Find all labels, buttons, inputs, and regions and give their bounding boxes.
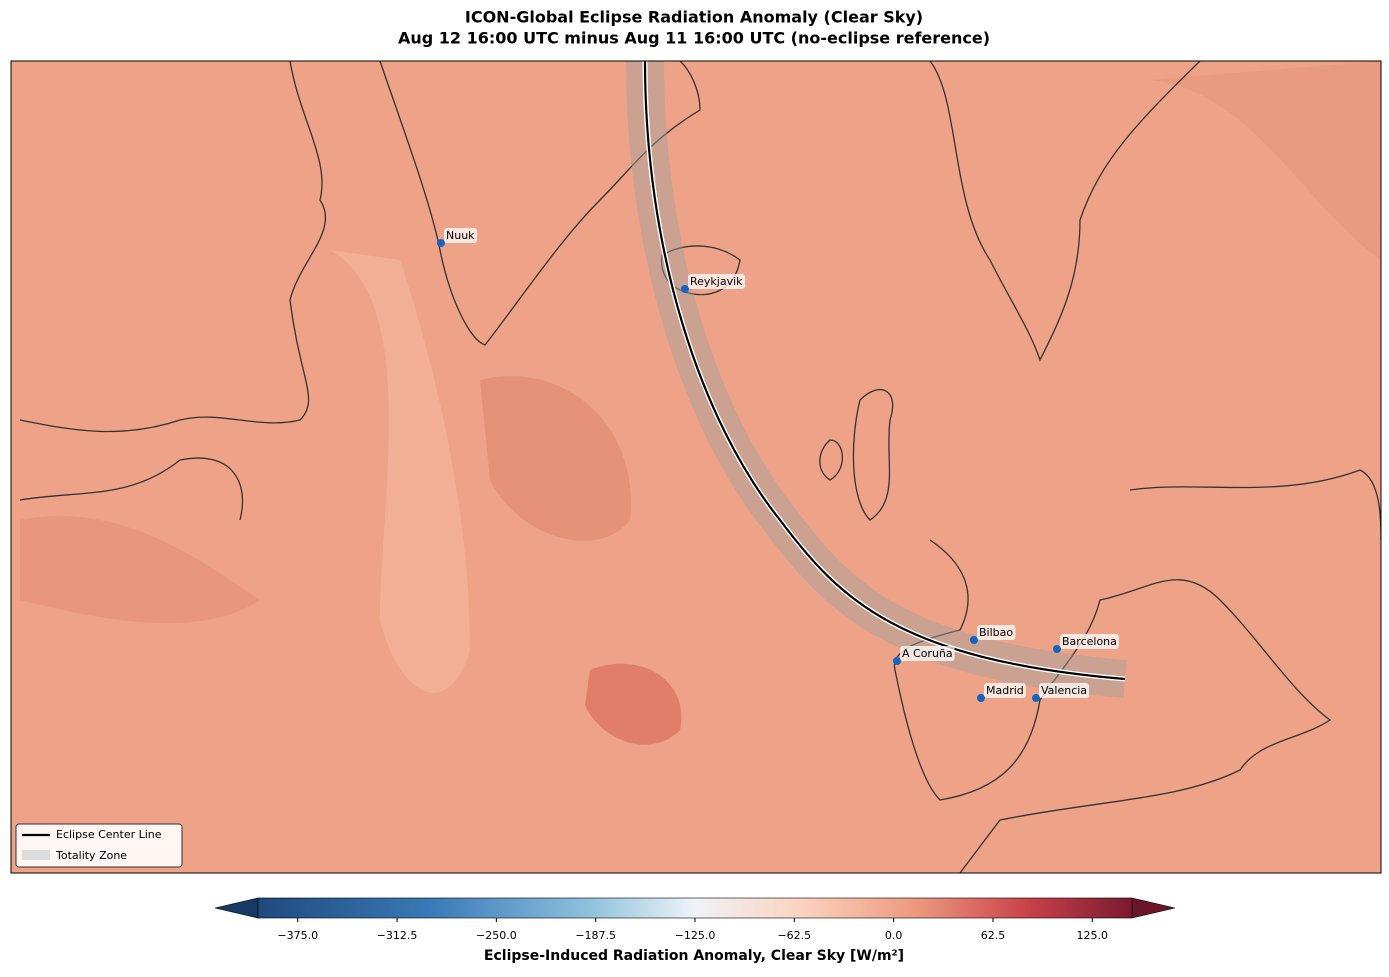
colorbar-label: Eclipse-Induced Radiation Anomaly, Clear… xyxy=(484,948,904,964)
colorbar-tick-label: −187.5 xyxy=(575,929,616,942)
city-label-box xyxy=(977,625,1016,640)
colorbar-tick-label: −375.0 xyxy=(277,929,318,942)
legend-patch xyxy=(22,850,50,860)
city-marker xyxy=(977,694,985,702)
city-label: Reykjavik xyxy=(690,275,743,288)
city-label: Barcelona xyxy=(1062,635,1117,648)
colorbar-tick-label: −62.5 xyxy=(777,929,811,942)
city-marker xyxy=(437,239,445,247)
coastline xyxy=(819,389,894,521)
city-marker xyxy=(1053,645,1061,653)
colorbar-tick-label: −312.5 xyxy=(377,929,418,942)
city-label-box xyxy=(984,683,1026,698)
colorbar-tick-label: −250.0 xyxy=(476,929,517,942)
coastline xyxy=(893,539,1332,873)
colorbar-body xyxy=(257,897,1133,919)
legend: Eclipse Center Line Totality Zone xyxy=(15,823,183,868)
anomaly-region xyxy=(480,376,631,541)
city-label-box xyxy=(688,274,746,289)
anomaly-region xyxy=(20,516,260,624)
coastline xyxy=(19,457,244,521)
city-marker xyxy=(1032,694,1040,702)
colorbar-tick-label: −125.0 xyxy=(675,929,716,942)
city-label-box xyxy=(444,228,478,243)
city-label: A Coruña xyxy=(902,647,953,660)
subtitle: Aug 12 16:00 UTC minus Aug 11 16:00 UTC … xyxy=(398,29,990,48)
legend-box xyxy=(15,823,183,868)
map-frame xyxy=(10,60,1382,874)
colorbar-extend-low xyxy=(214,897,259,919)
colorbar-extend-high xyxy=(1131,897,1176,919)
coastline xyxy=(379,61,701,346)
map: Nuuk Reykjavik A Coruña Bilbao Barcelona Madr… xyxy=(11,61,1381,873)
city-marker xyxy=(681,285,689,293)
city-label-box xyxy=(1039,683,1090,698)
city-label: Madrid xyxy=(986,684,1024,697)
city-marker xyxy=(970,636,978,644)
legend-label: Totality Zone xyxy=(55,849,127,862)
colorbar: Eclipse-Induced Radiation Anomaly, Clear… xyxy=(214,897,1176,964)
coastline xyxy=(19,61,327,433)
city-label: Valencia xyxy=(1041,684,1087,697)
city-label-box xyxy=(900,646,955,661)
anomaly-region xyxy=(585,663,682,745)
legend-label: Eclipse Center Line xyxy=(56,828,162,841)
colorbar-tick-label: 62.5 xyxy=(981,929,1006,942)
anomaly-region xyxy=(330,250,470,693)
title: ICON-Global Eclipse Radiation Anomaly (C… xyxy=(465,8,923,27)
coastline xyxy=(929,61,1201,362)
city-label: Nuuk xyxy=(446,229,475,242)
anomaly-region xyxy=(1150,61,1381,260)
city-label: Bilbao xyxy=(979,626,1013,639)
city-marker xyxy=(893,657,901,665)
map-background xyxy=(11,61,1381,873)
city-label-box xyxy=(1060,634,1119,649)
colorbar-tick-label: 125.0 xyxy=(1077,929,1109,942)
coastline xyxy=(1129,469,1381,541)
colorbar-tick-label: 0.0 xyxy=(885,929,903,942)
